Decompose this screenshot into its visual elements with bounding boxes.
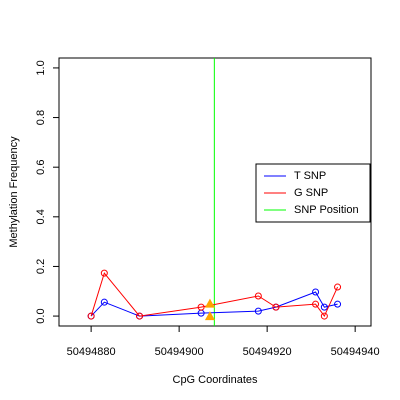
y-tick-label: 0.0 — [35, 308, 47, 323]
data-point — [320, 312, 328, 320]
snp-marker — [204, 298, 215, 308]
series-line — [90, 291, 338, 317]
series-line — [90, 272, 339, 318]
data-point — [312, 300, 320, 308]
data-point — [197, 303, 205, 311]
y-tick-label: 0.2 — [35, 259, 47, 274]
y-tick-label: 0.8 — [35, 110, 47, 125]
data-point — [334, 283, 342, 291]
x-tick-label: 50494900 — [155, 346, 204, 358]
data-point — [254, 307, 262, 315]
data-point — [272, 303, 280, 311]
data-point — [334, 300, 342, 308]
x-tick-label: 50494940 — [331, 346, 380, 358]
data-point — [136, 312, 144, 320]
plot-frame — [58, 57, 372, 327]
legend-label: SNP Position — [294, 204, 359, 216]
data-point — [320, 303, 328, 311]
y-tick-label: 0.6 — [35, 160, 47, 175]
data-point — [254, 292, 262, 300]
x-tick-label: 50494920 — [243, 346, 292, 358]
data-point — [87, 312, 95, 320]
y-tick-label: 1.0 — [35, 60, 47, 75]
legend-label: G SNP — [294, 187, 328, 199]
y-axis-label: Methylation Frequency — [8, 136, 20, 248]
data-point — [100, 298, 108, 306]
x-tick-label: 50494880 — [67, 346, 116, 358]
snp-marker — [204, 311, 215, 321]
data-point — [100, 269, 108, 277]
data-point — [312, 288, 320, 296]
legend-label: T SNP — [294, 170, 326, 182]
x-axis-label: CpG Coordinates — [173, 374, 258, 386]
y-tick-label: 0.4 — [35, 209, 47, 224]
